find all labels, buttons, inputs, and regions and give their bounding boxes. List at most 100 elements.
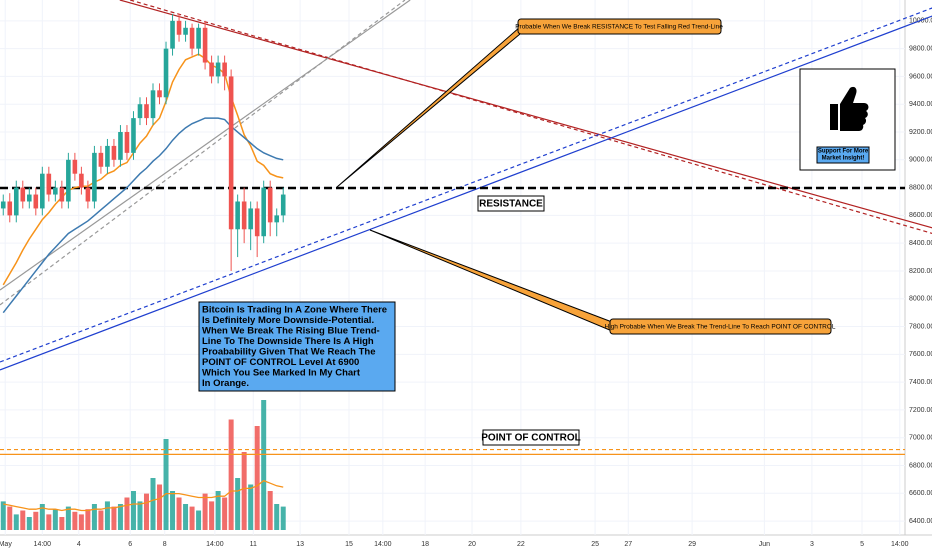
x-tick-label: 29 bbox=[688, 541, 696, 548]
candle-body bbox=[202, 27, 208, 63]
y-tick-label: 9600.00 bbox=[909, 73, 932, 80]
candle-body bbox=[222, 62, 227, 77]
volume-bar bbox=[176, 497, 182, 530]
y-tick-label: 7400.00 bbox=[909, 379, 932, 386]
callout-text: Probable When We Break RESISTANCE To Tes… bbox=[515, 24, 723, 31]
y-tick-label: 8400.00 bbox=[909, 240, 932, 247]
y-tick-label: 7800.00 bbox=[909, 323, 932, 330]
support-label bbox=[816, 146, 870, 164]
y-tick-label: 9400.00 bbox=[909, 101, 932, 108]
volume-bar bbox=[26, 517, 32, 530]
volume-bar bbox=[222, 497, 228, 530]
volume-bar bbox=[261, 400, 267, 530]
moving-average bbox=[2, 117, 284, 314]
volume-bar bbox=[274, 504, 280, 530]
x-tick-label: 8 bbox=[163, 541, 167, 548]
trend-line bbox=[130, 0, 932, 234]
candle-body bbox=[7, 201, 13, 216]
candle-body bbox=[98, 152, 104, 167]
note-text: Which You See Marked In My Chart bbox=[202, 368, 361, 379]
candle-body bbox=[183, 27, 188, 35]
label-text: RESISTANCE bbox=[479, 199, 543, 210]
y-tick-label: 10000.00 bbox=[909, 18, 932, 25]
y-tick-label: 7000.00 bbox=[909, 435, 932, 442]
x-tick-label: 3 bbox=[810, 541, 814, 548]
x-tick-label: 6 bbox=[128, 541, 132, 548]
candle-body bbox=[157, 90, 162, 98]
x-tick-label: 13 bbox=[296, 541, 304, 548]
trend-line bbox=[0, 7, 932, 363]
volume-bar bbox=[85, 509, 91, 530]
candle-body bbox=[274, 215, 280, 223]
candle-body bbox=[26, 194, 32, 202]
x-tick-label: 14:00 bbox=[34, 541, 52, 548]
volume-bar bbox=[46, 514, 52, 530]
volume-bar bbox=[72, 511, 78, 530]
candle-body bbox=[215, 62, 221, 77]
support-text: Market Insight! bbox=[822, 156, 865, 162]
trend-line bbox=[0, 0, 411, 291]
candle-body bbox=[196, 27, 201, 49]
volume-bar bbox=[33, 511, 39, 530]
volume-bar bbox=[215, 491, 221, 530]
volume-bar bbox=[196, 510, 202, 530]
label-box bbox=[477, 195, 545, 212]
candle-body bbox=[111, 145, 117, 160]
x-tick-label: 5 bbox=[860, 541, 864, 548]
x-tick-label: 14:00 bbox=[891, 541, 909, 548]
volume-bar bbox=[248, 484, 254, 530]
x-tick-label: 18 bbox=[421, 541, 429, 548]
candle-body bbox=[163, 48, 169, 98]
volume-bar bbox=[104, 501, 110, 530]
y-tick-label: 9000.00 bbox=[909, 157, 932, 164]
candle-body bbox=[59, 187, 65, 202]
support-text: Support For More bbox=[818, 149, 869, 155]
note-text: Bitcoin Is Trading In A Zone Where There bbox=[202, 305, 387, 316]
y-tick-label: 6800.00 bbox=[909, 462, 932, 469]
candle-body bbox=[261, 187, 266, 237]
candle-body bbox=[20, 187, 26, 202]
volume-bar bbox=[228, 419, 234, 530]
note-box bbox=[198, 301, 396, 392]
candle-body bbox=[72, 159, 78, 174]
candle-body bbox=[79, 173, 84, 188]
volume-bar bbox=[280, 506, 286, 530]
candle-body bbox=[33, 194, 39, 209]
note-text: POINT OF CONTROL Level At 6900 bbox=[202, 357, 359, 368]
volume-bar bbox=[150, 478, 156, 530]
y-tick-label: 8600.00 bbox=[909, 212, 932, 219]
volume-bar bbox=[13, 514, 19, 530]
x-tick-label: Jun bbox=[759, 541, 770, 548]
x-tick-label: 15 bbox=[345, 541, 353, 548]
candle-body bbox=[13, 187, 19, 216]
candle-body bbox=[92, 152, 97, 202]
volume-bar bbox=[52, 509, 58, 530]
volume-bar bbox=[130, 491, 136, 530]
candle-body bbox=[53, 187, 58, 195]
volume-bar bbox=[157, 484, 163, 530]
x-tick-label: 22 bbox=[517, 541, 525, 548]
candle-body bbox=[40, 173, 45, 209]
candle-body bbox=[228, 76, 234, 230]
candle-body bbox=[118, 132, 123, 160]
y-tick-label: 8200.00 bbox=[909, 268, 932, 275]
volume-bar bbox=[20, 510, 26, 530]
trend-line bbox=[0, 0, 406, 306]
volume-bar bbox=[235, 478, 241, 530]
x-tick-label: May bbox=[0, 541, 12, 548]
callout-box bbox=[609, 318, 832, 335]
candle-body bbox=[46, 173, 52, 195]
volume-bar bbox=[143, 493, 149, 530]
volume-bar bbox=[111, 506, 117, 530]
y-tick-label: 6600.00 bbox=[909, 490, 932, 497]
note-text: Proabability Given That We Reach The bbox=[202, 347, 376, 358]
x-tick-label: 25 bbox=[591, 541, 599, 548]
volume-bar bbox=[163, 439, 169, 530]
volume-bar bbox=[78, 514, 84, 530]
candle-body bbox=[176, 20, 182, 35]
volume-bar bbox=[65, 506, 71, 530]
candle-body bbox=[150, 90, 156, 119]
y-tick-label: 8000.00 bbox=[909, 296, 932, 303]
